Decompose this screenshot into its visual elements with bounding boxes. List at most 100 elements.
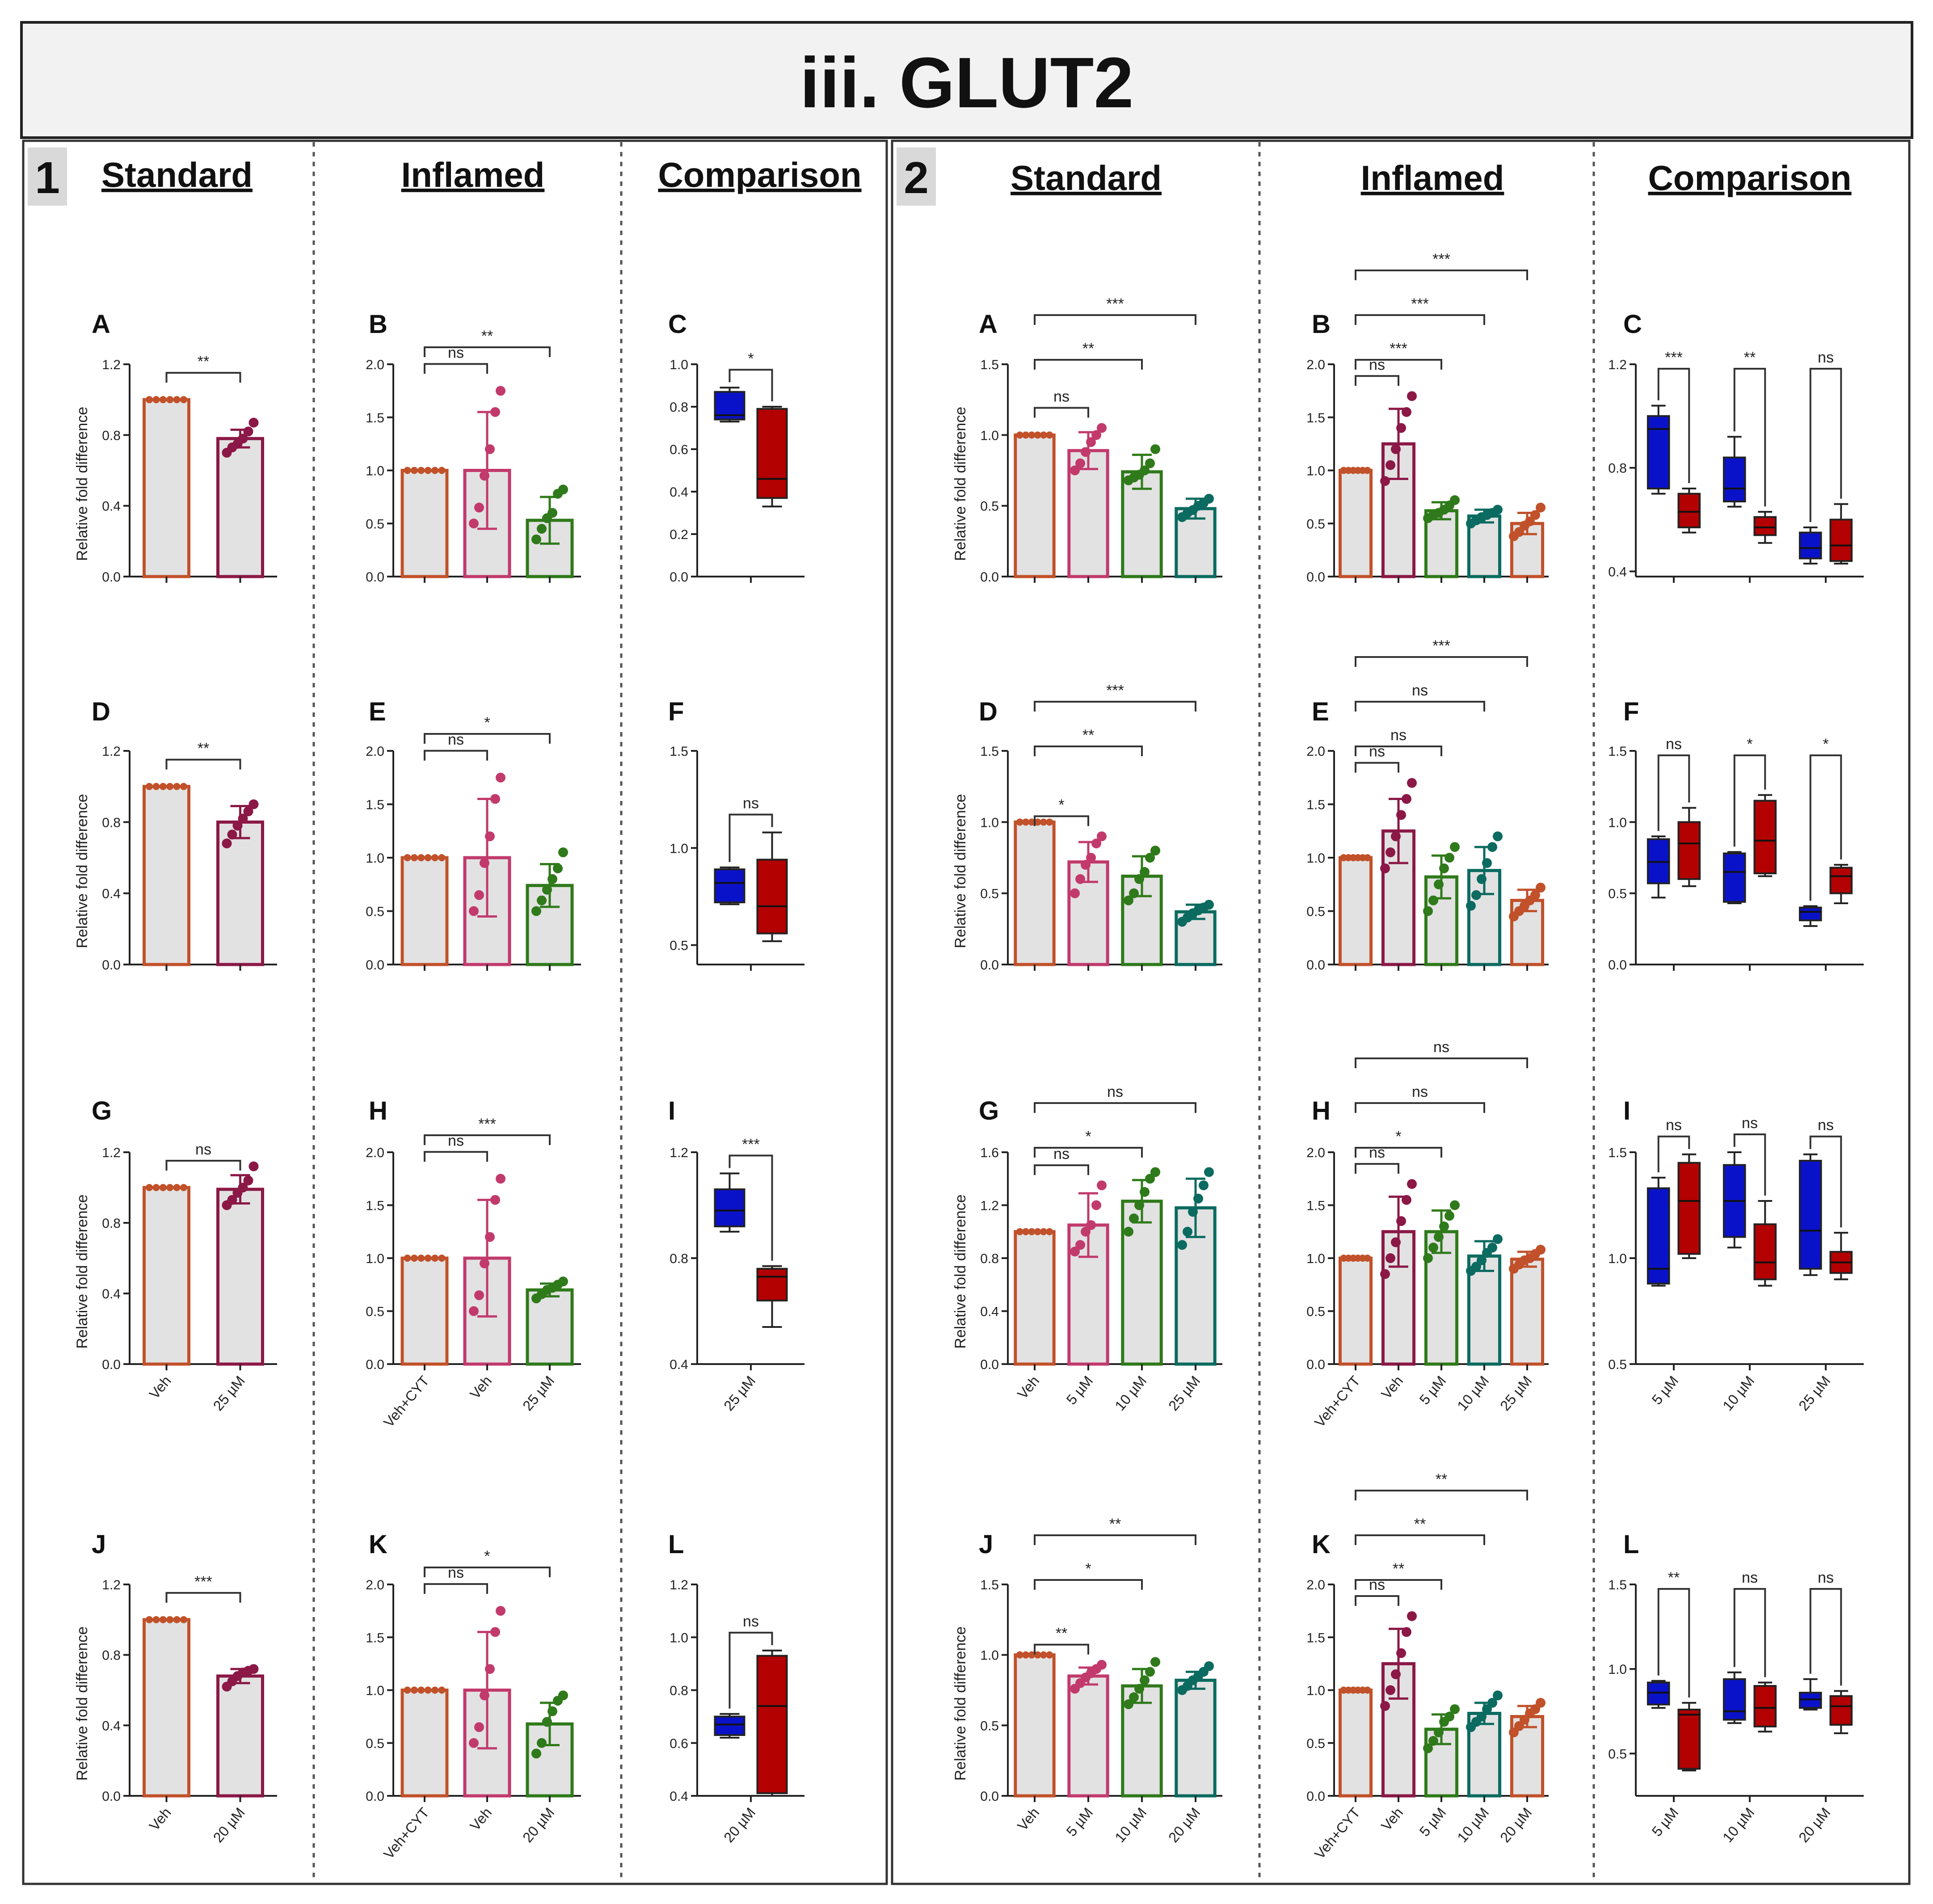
- sig-bracket-2D: [1034, 815, 1089, 826]
- y-tick-label-2J: 1.5: [980, 1578, 999, 1592]
- chart-2J: J 0.0 0.5 1.0 1.5 Relative fold difference Veh…: [952, 1516, 1222, 1845]
- y-tick-label-2B: 1.5: [1306, 411, 1325, 425]
- sig-bracket-2G: [1034, 1102, 1196, 1113]
- data-point-2G: [1022, 1228, 1030, 1235]
- box-2C-4: [1798, 531, 1822, 560]
- sig-bracket-1G: [165, 1160, 241, 1171]
- data-point-1D: [180, 783, 187, 790]
- panel-letter-2G: G: [979, 1096, 999, 1125]
- bar-2B-0: [1338, 469, 1373, 578]
- data-point-1E: [404, 854, 411, 861]
- data-point-1H: [410, 1255, 418, 1262]
- panel-letter-2J: J: [979, 1530, 993, 1559]
- panel-letter-1D: D: [92, 697, 110, 726]
- sig-label-2G: ns: [1107, 1083, 1123, 1100]
- data-point-2J: [1040, 1651, 1047, 1659]
- y-tick-label-2I: 1.5: [1608, 1146, 1627, 1160]
- data-point-2D: [1016, 818, 1023, 826]
- sig-bracket-1F: [729, 813, 773, 862]
- data-point-1K: [474, 1722, 484, 1732]
- data-point-1K: [547, 1706, 557, 1716]
- box-2I-1: [1677, 1162, 1701, 1255]
- box-2F-5: [1829, 867, 1853, 894]
- chart-1E: E0.00.51.01.52.0ns*: [366, 697, 581, 973]
- data-point-2H: [1477, 1255, 1487, 1265]
- y-tick-label-2D: 1.5: [980, 744, 999, 759]
- data-point-1J: [166, 1616, 174, 1623]
- panel1-border: [22, 139, 888, 1885]
- x-tick-label-2H: Veh: [1378, 1373, 1406, 1402]
- bar-2J-0: [1014, 1653, 1056, 1798]
- y-tick-label-1J: 0.8: [102, 1648, 121, 1663]
- chart-2H: H 0.0 0.5 1.0 1.5 2.0 Veh+CYT Veh 5 µM 10 µM 25 µM…: [1306, 1039, 1549, 1430]
- bar-2E-0: [1338, 856, 1373, 966]
- data-point-1J: [159, 1616, 167, 1623]
- bar-2D-0: [1014, 820, 1056, 966]
- data-point-1H: [417, 1255, 425, 1262]
- data-point-1D: [243, 806, 253, 817]
- y-tick-label-1J: 1.2: [102, 1578, 121, 1592]
- sig-bracket-2K: [1355, 1595, 1399, 1606]
- sig-bracket-2A: [1034, 407, 1089, 418]
- data-point-2E: [1536, 882, 1546, 893]
- chart-2B: B 0.0 0.5 1.0 1.5 2.0 ns *** *** ***: [1306, 251, 1549, 585]
- data-point-2D: [1129, 888, 1139, 898]
- data-point-2H: [1444, 1211, 1454, 1221]
- title-box: [20, 21, 1913, 139]
- bar-2H-4: [1510, 1257, 1545, 1366]
- data-point-2G: [1140, 1187, 1150, 1197]
- data-point-2K: [1391, 1669, 1401, 1680]
- panel-letter-1B: B: [369, 310, 387, 339]
- sig-bracket-2K: [1355, 1490, 1528, 1500]
- y-tick-label-2A: 0.5: [980, 499, 999, 514]
- sig-bracket-2J: [1034, 1579, 1143, 1590]
- y-tick-label-1C: 0.2: [670, 527, 688, 542]
- data-point-2H: [1450, 1200, 1460, 1210]
- y-tick-label-2G: 0.8: [980, 1251, 999, 1266]
- panel1-badge: [28, 147, 67, 206]
- x-tick-label-2I: 5 µM: [1649, 1373, 1682, 1407]
- chart-2G: G 0.0 0.4 0.8 1.2 1.6 Relative fold difference…: [952, 1083, 1222, 1414]
- data-point-2H: [1423, 1253, 1433, 1263]
- data-point-1E: [469, 906, 479, 916]
- data-point-2A: [1070, 465, 1080, 476]
- data-point-1G: [180, 1184, 187, 1191]
- data-point-2K: [1536, 1698, 1546, 1708]
- sig-bracket-2C: [1809, 368, 1842, 522]
- y-tick-label-1L: 1.2: [670, 1578, 688, 1592]
- sig-label-1G: ns: [195, 1141, 211, 1158]
- data-point-2G: [1081, 1226, 1091, 1237]
- sig-bracket-2I: [1809, 1135, 1842, 1228]
- panel-letter-2A: A: [979, 310, 998, 339]
- bar-2G-0: [1014, 1230, 1056, 1366]
- data-point-1E: [490, 794, 500, 804]
- panel-letter-2K: K: [1312, 1530, 1331, 1559]
- sig-label-1F: ns: [743, 795, 759, 812]
- sig-label-2H: ns: [1412, 1083, 1428, 1100]
- data-point-2B: [1386, 460, 1395, 470]
- data-point-1E: [537, 895, 547, 906]
- y-tick-label-2E: 1.5: [1306, 798, 1325, 813]
- data-point-2K: [1423, 1743, 1433, 1753]
- y-tick-label-2A: 1.0: [980, 428, 999, 443]
- panel-letter-2F: F: [1623, 697, 1639, 726]
- data-point-2H: [1536, 1245, 1546, 1255]
- data-point-2A: [1046, 431, 1053, 439]
- chart-1G: G 0.0 0.4 0.8 1.2 Relative fold difference Veh…: [74, 1096, 277, 1414]
- data-point-2B: [1493, 505, 1503, 515]
- y-axis-label-2J: Relative fold difference: [952, 1626, 969, 1781]
- sig-label-2L: ns: [1818, 1569, 1834, 1586]
- box-2I-3: [1753, 1223, 1777, 1281]
- data-point-2E: [1493, 831, 1503, 842]
- y-tick-label-1A: 0.0: [102, 570, 121, 585]
- y-tick-label-1A: 0.8: [102, 428, 121, 443]
- y-tick-label-1L: 0.6: [670, 1736, 688, 1751]
- sig-bracket-2C: [1733, 368, 1766, 507]
- data-point-2B: [1396, 423, 1406, 433]
- sig-bracket-2F: [1657, 754, 1690, 831]
- data-point-2G: [1177, 1240, 1187, 1250]
- sig-label-2F: *: [1823, 736, 1828, 753]
- data-point-2A: [1075, 458, 1085, 468]
- y-tick-label-1H: 0.0: [366, 1357, 384, 1372]
- data-point-1H: [438, 1255, 446, 1262]
